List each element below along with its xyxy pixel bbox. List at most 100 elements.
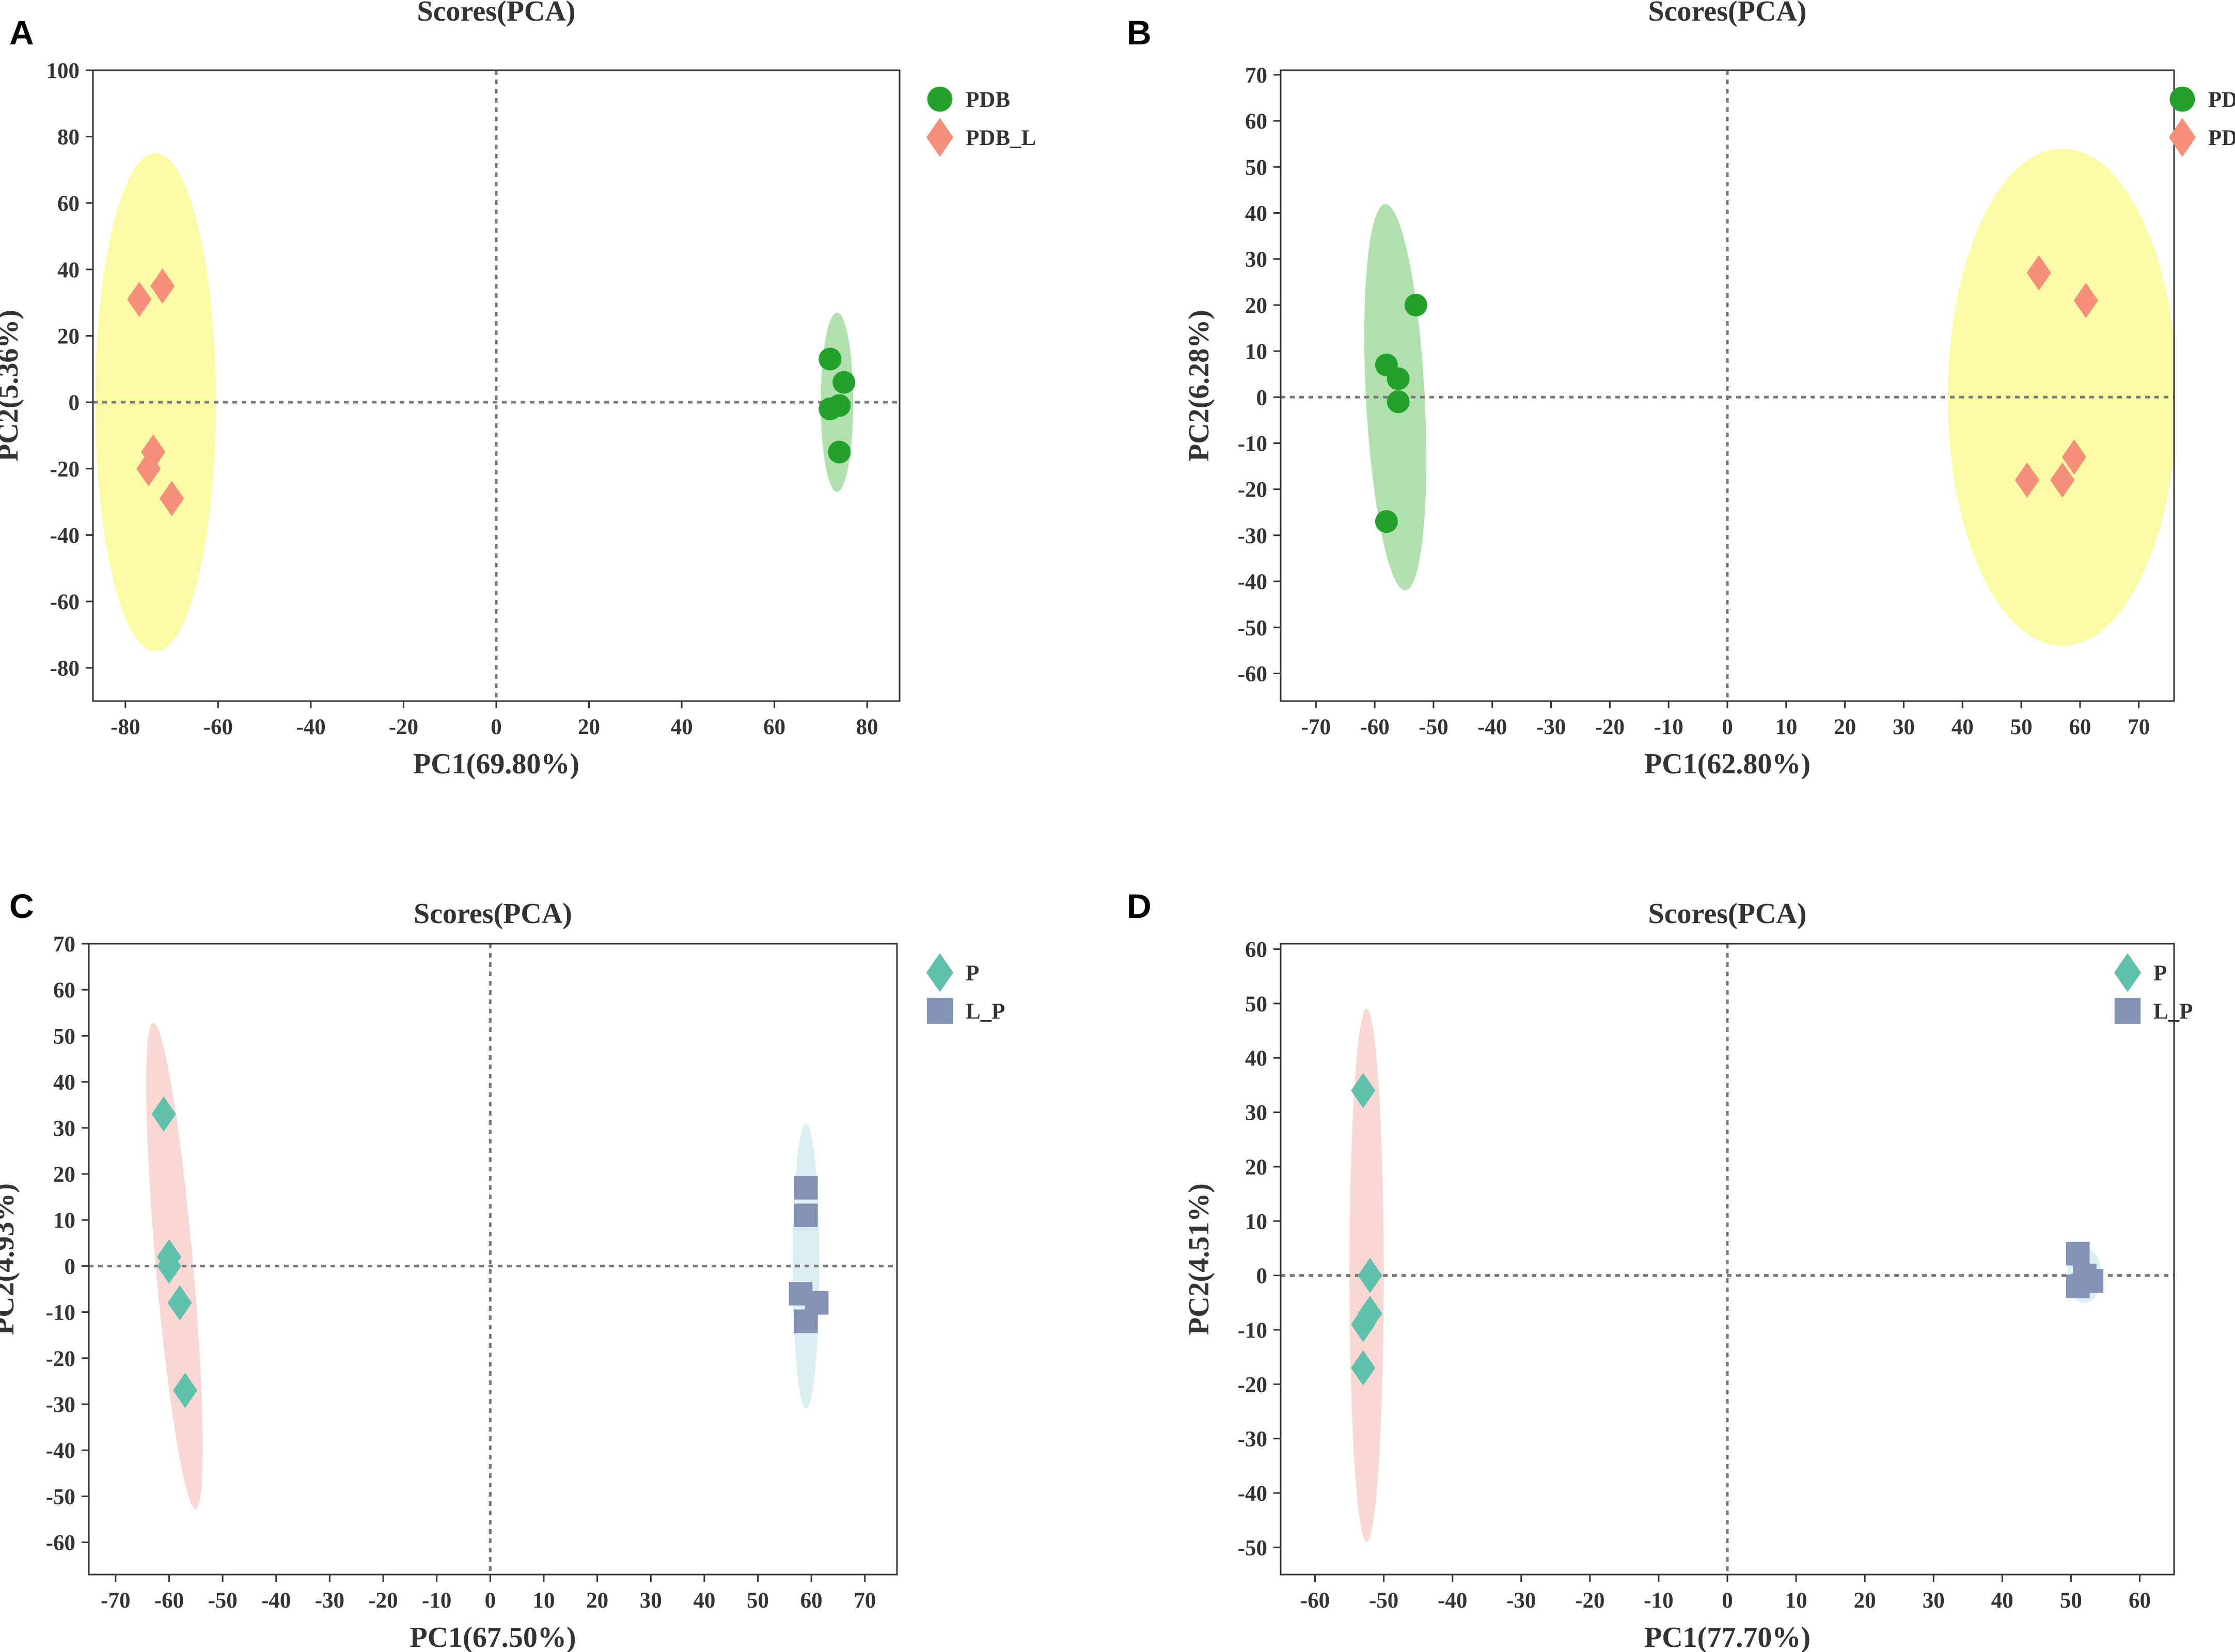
x-tick-label: 0	[1722, 1589, 1733, 1613]
legend-label-p: P	[2153, 961, 2167, 986]
x-tick-label: 0	[485, 1589, 496, 1613]
x-tick-label: -60	[1300, 1589, 1330, 1613]
y-tick-label: 0	[1256, 1264, 1268, 1289]
y-tick-label: 40	[1245, 202, 1267, 226]
chart-title: Scores(PCA)	[1648, 0, 1807, 27]
chart-title: Scores(PCA)	[1648, 898, 1807, 930]
y-tick-label: 60	[1245, 938, 1267, 962]
y-tick-label: -10	[1238, 432, 1267, 456]
y-tick-label: 20	[1245, 294, 1267, 318]
data-point-pdb-l	[2026, 255, 2051, 291]
y-tick-label: 30	[1245, 248, 1267, 272]
data-point-pdb-l	[2050, 462, 2075, 498]
y-tick-label: -20	[46, 1347, 75, 1371]
panel-label: A	[9, 13, 34, 52]
y-tick-label: -20	[1238, 1373, 1267, 1397]
y-tick-label: -40	[1238, 1482, 1267, 1506]
panel-d: D Scores(PCA) -60 -50 -40 -30 -20 -10 0 10 20 30 40 5…	[1118, 826, 2235, 1652]
panel-label: D	[1127, 887, 1152, 925]
y-tick-label: 0	[65, 1254, 76, 1279]
x-tick-label: 60	[2129, 1589, 2151, 1613]
data-point-pdb-l	[150, 268, 175, 304]
data-point-pdb	[1404, 293, 1427, 316]
y-tick-label: 70	[1245, 63, 1267, 88]
chart-svg-b: B Scores(PCA) -70 -60 -50 -40 -30 -20 -10 0 10 20 30…	[1127, 0, 2235, 780]
y-axis-label: PC2(4.93%)	[0, 1183, 20, 1335]
x-axis-label: PC1(69.80%)	[413, 748, 579, 780]
y-tick-label: 20	[57, 325, 80, 349]
data-point-pdb	[1387, 367, 1410, 390]
data-point-l-p	[2073, 1269, 2097, 1293]
data-point-p	[172, 1373, 198, 1408]
y-tick-label: 50	[1245, 992, 1267, 1016]
chart-title: Scores(PCA)	[417, 0, 576, 27]
data-point-l-p	[794, 1203, 818, 1228]
legend-label-l-p: L_P	[2153, 999, 2193, 1024]
data-point-pdb	[1375, 510, 1398, 533]
y-tick-label: -30	[1238, 524, 1267, 548]
y-axis-label: PC2(4.51%)	[1183, 1183, 1215, 1335]
x-tick-label: 30	[640, 1589, 662, 1613]
legend-label-pdb: PDB	[2208, 88, 2235, 112]
x-tick-label: -40	[1438, 1589, 1467, 1613]
data-point-pdb	[819, 397, 842, 421]
data-point-p	[1351, 1307, 1376, 1342]
data-point-pdb	[1387, 390, 1410, 414]
y-tick-label: -50	[1238, 1536, 1267, 1560]
x-tick-label: 10	[1785, 1589, 1807, 1613]
x-tick-label: -20	[368, 1589, 398, 1613]
y-tick-label: -80	[50, 657, 80, 681]
legend: P L_P	[926, 953, 1005, 1024]
panel-label: C	[9, 887, 34, 925]
x-tick-label: -10	[1644, 1589, 1673, 1613]
plot-area	[1281, 944, 2174, 1575]
x-tick-label: -30	[1536, 715, 1566, 739]
confidence-ellipse-pdb-l	[1947, 148, 2174, 646]
x-tick-label: 20	[1834, 715, 1856, 739]
x-tick-label: 40	[671, 715, 693, 739]
data-point-pdb-l	[2061, 439, 2087, 475]
x-tick-label: -20	[1575, 1589, 1604, 1613]
data-point-pdb	[828, 440, 851, 464]
y-axis-label: PC2(6.28%)	[1183, 310, 1215, 462]
y-tick-label: 40	[53, 1071, 75, 1095]
data-point-p	[1351, 1073, 1376, 1108]
chart-svg-d: D Scores(PCA) -60 -50 -40 -30 -20 -10 0 10 20 30 40 5…	[1127, 887, 2193, 1652]
y-tick-label: 0	[69, 391, 80, 415]
plot-frame	[88, 943, 898, 1576]
x-tick-label: -20	[1595, 715, 1625, 739]
x-tick-label: -50	[1369, 1589, 1398, 1613]
y-tick-label: 50	[53, 1024, 75, 1049]
legend-label-l-p: L_P	[966, 999, 1005, 1024]
y-tick-label: 10	[53, 1209, 75, 1233]
x-tick-label: 0	[1722, 715, 1733, 739]
data-point-l-p	[794, 1176, 818, 1200]
y-tick-label: 60	[57, 192, 80, 216]
legend-marker-pdb-l	[2168, 118, 2196, 157]
y-tick-label: -20	[1238, 478, 1267, 502]
y-tick-label: 0	[1256, 386, 1268, 410]
y-tick-label: 100	[46, 59, 80, 83]
x-axis-label: PC1(77.70%)	[1644, 1622, 1811, 1652]
data-point-l-p	[2066, 1242, 2090, 1266]
x-axis-label: PC1(62.80%)	[1644, 748, 1811, 780]
y-tick-label: -20	[50, 457, 80, 482]
data-point-pdb-l	[136, 451, 161, 486]
x-tick-label: 20	[586, 1589, 608, 1613]
panel-a: A Scores(PCA) -80 -60 -40 -20 0 20 40 60 80 -80 -60 -…	[0, 0, 1118, 826]
y-tick-label: -60	[1238, 662, 1267, 686]
x-tick-label: 30	[1923, 1589, 1945, 1613]
y-tick-label: 70	[53, 932, 75, 957]
y-tick-label: -50	[1238, 616, 1267, 640]
x-axis-label: PC1(67.50%)	[410, 1622, 576, 1652]
x-tick-label: 40	[1951, 715, 1974, 739]
x-tick-label: 10	[1775, 715, 1797, 739]
y-tick-label: -30	[1238, 1427, 1267, 1452]
y-tick-label: 30	[53, 1117, 75, 1141]
x-tick-label: -70	[1301, 715, 1331, 739]
confidence-ellipse-pdb-l	[95, 153, 216, 652]
x-tick-label: -50	[1419, 715, 1448, 739]
x-tick-label: 30	[1893, 715, 1915, 739]
x-tick-label: -30	[1506, 1589, 1536, 1613]
legend-marker-pdb-l	[926, 118, 954, 157]
